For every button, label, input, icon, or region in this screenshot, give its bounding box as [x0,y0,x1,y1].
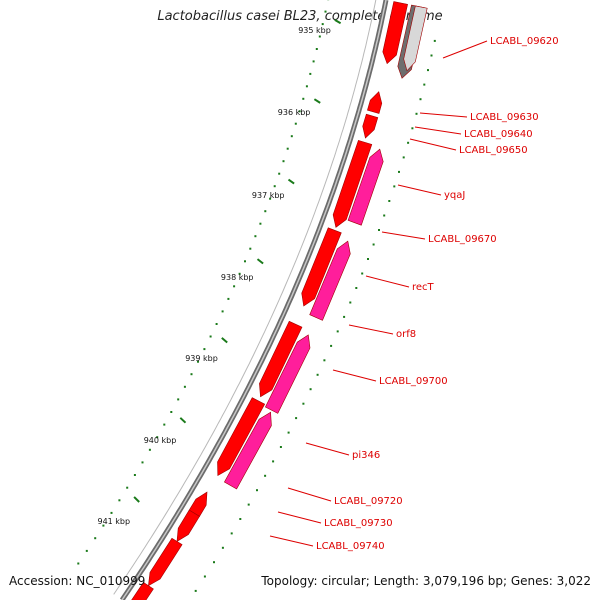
gene-label[interactable]: LCABL_09720 [334,496,403,507]
gene-arrow[interactable] [403,5,428,72]
gene-arrow[interactable] [301,227,342,307]
gene-label[interactable]: LCABL_09670 [428,234,497,245]
scale-tick [256,258,264,265]
scale-tick-label: 941 kbp [97,517,130,526]
gene-label[interactable]: yqaJ [444,190,465,201]
label-leader-line [348,324,394,335]
scale-tick-label: 938 kbp [221,273,254,282]
gene-arrow[interactable] [127,581,154,600]
gene-arrow[interactable] [362,113,379,139]
gene-arrow[interactable] [223,411,272,490]
gene-label[interactable]: LCABL_09630 [470,112,539,123]
scale-tick [334,19,342,25]
label-leader-line [381,231,426,240]
topology-summary: Topology: circular; Length: 3,079,196 bp… [261,574,591,588]
scale-tick-label: 937 kbp [252,191,285,200]
label-leader-line [332,369,377,382]
gene-label[interactable]: pi346 [352,450,380,461]
accession-text: Accession: NC_010999 [9,574,146,588]
scale-tick [313,98,321,104]
label-leader-line [365,275,410,288]
gene-arrow[interactable] [347,148,384,226]
gene-arrow[interactable] [332,140,373,228]
label-leader-line [305,442,350,456]
label-leader-line [277,511,322,524]
label-leader-line [409,138,457,151]
gene-arrow[interactable] [367,91,383,114]
label-leader-line [414,126,462,135]
gene-label[interactable]: LCABL_09650 [459,145,528,156]
scale-tick-label: 940 kbp [144,436,177,445]
scale-tick [179,417,187,424]
gene-arrow[interactable] [382,1,408,65]
label-leader-line [287,487,332,502]
gene-label[interactable]: LCABL_09700 [379,376,448,387]
gene-labels[interactable]: LCABL_09620 LCABL_09630 LCABL_09640 LCABL_0… [269,36,559,552]
gene-label[interactable]: LCABL_09730 [324,518,393,529]
scale-tick [221,337,228,344]
scale-tick [287,178,295,185]
gene-arrow[interactable] [148,537,183,587]
gene-arrow[interactable] [309,240,351,321]
gene-label[interactable]: LCABL_09620 [490,36,559,47]
scale-tick-label: 939 kbp [185,354,218,363]
gene-features[interactable] [127,1,428,600]
gene-label[interactable]: recT [412,282,435,293]
scale-tick-label: 936 kbp [278,108,311,117]
scale-tick [133,496,140,503]
label-leader-line [397,184,442,196]
gene-arrow[interactable] [217,397,266,477]
gene-arrow[interactable] [265,334,311,414]
gene-label[interactable]: orf8 [396,329,416,340]
gene-label[interactable]: LCABL_09740 [316,541,385,552]
scale-ticks: 935 kbp 936 kbp 937 kbp 938 kbp 939 kbp 940 k… [97,19,342,526]
gene-arrow[interactable] [259,320,303,398]
genome-backbone [113,0,389,600]
label-leader-line [419,112,468,118]
position-dots [77,0,436,592]
label-leader-line [442,40,488,59]
gene-label[interactable]: LCABL_09640 [464,129,533,140]
label-leader-line [269,535,314,547]
gene-arrow[interactable] [176,509,200,542]
scale-tick-label: 935 kbp [298,26,331,35]
